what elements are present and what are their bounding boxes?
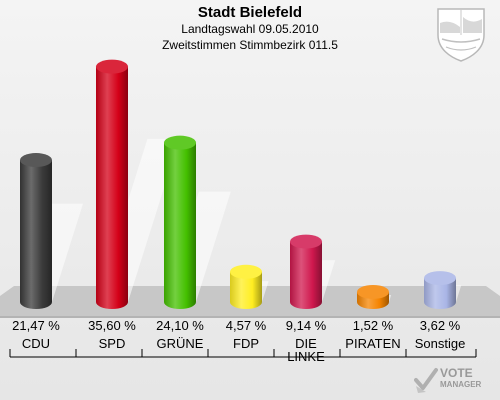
bar-cdu xyxy=(20,160,52,309)
bar-top-cap xyxy=(357,284,389,299)
bar-spd xyxy=(96,66,128,310)
vote-check-icon xyxy=(414,368,438,393)
category-label-group: 9,14 % DIE LINKE xyxy=(273,318,339,363)
logo-text-vote: VOTE xyxy=(440,366,473,380)
category-label-group: 3,62 % Sonstige xyxy=(407,318,473,350)
chart-subtitle-election: Landtagswahl 09.05.2010 xyxy=(181,22,319,36)
value-label: 3,62 % xyxy=(419,318,461,333)
category-label-group: 24,10 % GRÜNE xyxy=(147,318,213,350)
value-label: 9,14 % xyxy=(285,318,327,333)
bar-top-cap xyxy=(164,135,196,150)
bar-top-cap xyxy=(424,271,456,286)
category-labels: 21,47 % CDU 35,60 % SPD 24,10 % GRÜNE 4,57 % FD… xyxy=(0,318,500,368)
category-name-label: GRÜNE xyxy=(156,336,204,351)
bar-die-linke xyxy=(290,241,322,309)
bar-top-cap xyxy=(290,234,322,249)
category-name-label: Sonstige xyxy=(414,336,466,351)
value-label: 24,10 % xyxy=(156,318,204,333)
category-name-label: PIRATEN xyxy=(345,336,401,351)
chart-subtitle-district: Zweitstimmen Stimmbezirk 011.5 xyxy=(162,38,338,52)
category-label-group: 35,60 % SPD xyxy=(79,318,145,350)
bar-grüne xyxy=(164,142,196,309)
category-name-label: DIE LINKE xyxy=(287,336,325,364)
category-name-label: CDU xyxy=(21,336,51,351)
bar-top-cap xyxy=(230,264,262,279)
bar-fdp xyxy=(230,271,262,309)
bar-top-cap xyxy=(20,153,52,168)
value-label: 21,47 % xyxy=(12,318,60,333)
chart-floor-edge xyxy=(0,316,500,318)
value-label: 1,52 % xyxy=(352,318,394,333)
category-name-label: FDP xyxy=(233,336,259,351)
vote-manager-logo: VOTE MANAGER xyxy=(414,366,494,396)
value-label: 35,60 % xyxy=(88,318,136,333)
logo-text-manager: MANAGER xyxy=(440,380,482,389)
category-name-label: SPD xyxy=(98,336,126,351)
value-label: 4,57 % xyxy=(225,318,267,333)
category-label-group: 4,57 % FDP xyxy=(213,318,279,350)
chart-title: Stadt Bielefeld xyxy=(197,4,303,21)
bar-sonstige xyxy=(424,278,456,309)
nrw-coat-of-arms-icon xyxy=(437,8,485,62)
category-label-group: 1,52 % PIRATEN xyxy=(340,318,406,350)
category-label-group: 21,47 % CDU xyxy=(3,318,69,350)
bar-top-cap xyxy=(96,59,128,74)
